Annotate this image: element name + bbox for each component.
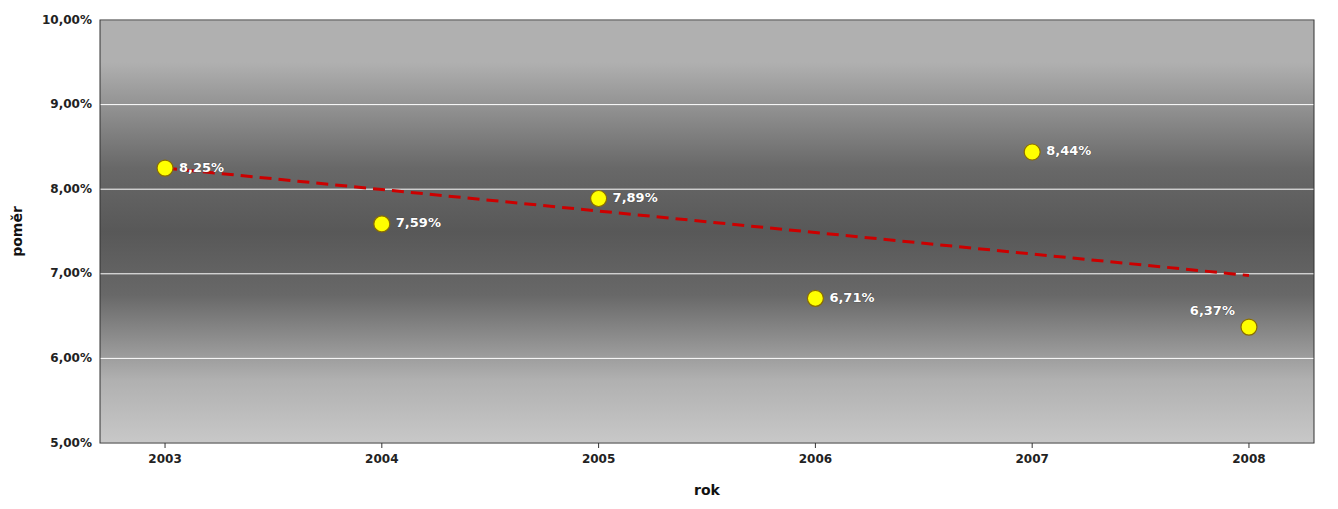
plot-frame [100, 20, 1314, 443]
data-point [374, 216, 390, 232]
x-tick-label: 2006 [799, 452, 832, 466]
data-label: 8,44% [1046, 143, 1091, 158]
grid-line [100, 189, 1314, 190]
marks [157, 144, 1257, 335]
y-tick-label: 6,00% [50, 351, 92, 365]
x-tick-label: 2005 [582, 452, 615, 466]
plot-background [100, 20, 1314, 443]
x-tick [815, 443, 816, 448]
x-tick [1032, 443, 1033, 448]
x-tick [1248, 443, 1249, 448]
y-tick-label: 8,00% [50, 182, 92, 196]
x-tick-label: 2008 [1232, 452, 1265, 466]
y-tick-label: 9,00% [50, 97, 92, 111]
data-label: 6,37% [1190, 303, 1235, 318]
y-tick-label: 7,00% [50, 266, 92, 280]
y-tick-label: 5,00% [50, 436, 92, 450]
data-point [807, 290, 823, 306]
trend-line [165, 168, 1249, 275]
x-tick-label: 2004 [365, 452, 398, 466]
chart: 5,00% 6,00% 7,00% 8,00% 9,00% 10,00% 2003 2004 2… [0, 0, 1338, 509]
data-label: 6,71% [829, 290, 874, 305]
data-label: 8,25% [179, 160, 224, 175]
y-tick-label: 10,00% [42, 13, 92, 27]
x-tick [598, 443, 599, 448]
x-tick-label: 2007 [1015, 452, 1048, 466]
data-point [157, 160, 173, 176]
grid-line [100, 358, 1314, 359]
data-label: 7,89% [613, 190, 658, 205]
x-tick [381, 443, 382, 448]
x-axis-label: rok [694, 482, 721, 498]
data-labels: 8,25% 7,59% 7,89% 6,71% 8,44% 6,37% [179, 143, 1235, 317]
data-point [1241, 319, 1257, 335]
grid-line [100, 104, 1314, 105]
data-point [591, 191, 607, 207]
x-tick-label: 2003 [148, 452, 181, 466]
grid-line [100, 273, 1314, 274]
data-label: 7,59% [396, 215, 441, 230]
y-axis-label: poměr [9, 206, 25, 257]
x-tick [165, 443, 166, 448]
data-point [1024, 144, 1040, 160]
